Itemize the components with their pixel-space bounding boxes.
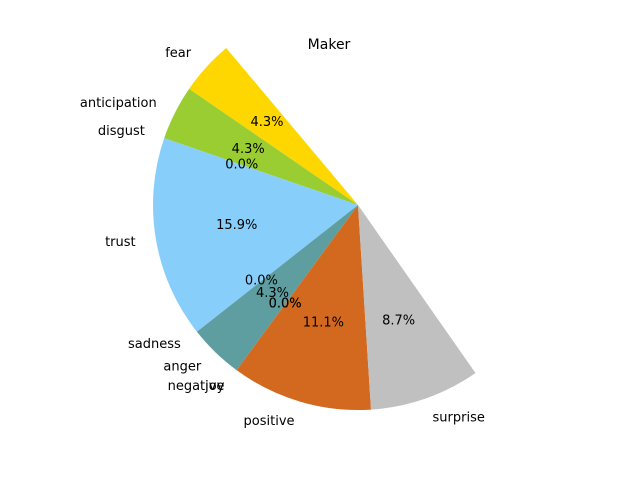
pct-anger: 4.3% <box>256 286 289 301</box>
pct-disgust: 0.0% <box>225 157 258 172</box>
slice-positive <box>236 205 372 411</box>
label-anticipation: anticipation <box>80 96 157 111</box>
pct-negative: 0.0% <box>269 297 302 312</box>
label-trust: trust <box>105 235 136 250</box>
label-joy: joy <box>204 379 225 394</box>
label-surprise: surprise <box>433 410 485 425</box>
chart-title: Maker <box>308 37 351 53</box>
pct-surprise: 8.7% <box>382 314 415 329</box>
pct-sadness: 0.0% <box>245 274 278 289</box>
pie-slices <box>153 47 476 411</box>
slice-anticipation <box>164 88 358 205</box>
pct-positive: 11.1% <box>303 316 344 331</box>
label-negative: negative <box>168 379 225 394</box>
label-fear: fear <box>165 46 192 61</box>
label-sadness: sadness <box>128 337 181 352</box>
slice-anger <box>196 205 358 371</box>
pie-labels: fear 4.3% anticipation 4.3% disgust 0.0% trust… <box>80 46 485 429</box>
label-disgust: disgust <box>98 124 145 139</box>
slice-fear <box>189 47 358 206</box>
slice-surprise <box>358 205 476 410</box>
label-anger: anger <box>163 360 201 375</box>
pct-joy: 0.0% <box>269 297 302 312</box>
pct-trust: 15.9% <box>216 218 257 233</box>
slice-trust <box>153 138 358 332</box>
pct-fear: 4.3% <box>250 115 283 130</box>
label-positive: positive <box>244 414 295 429</box>
pct-anticipation: 4.3% <box>232 142 265 157</box>
